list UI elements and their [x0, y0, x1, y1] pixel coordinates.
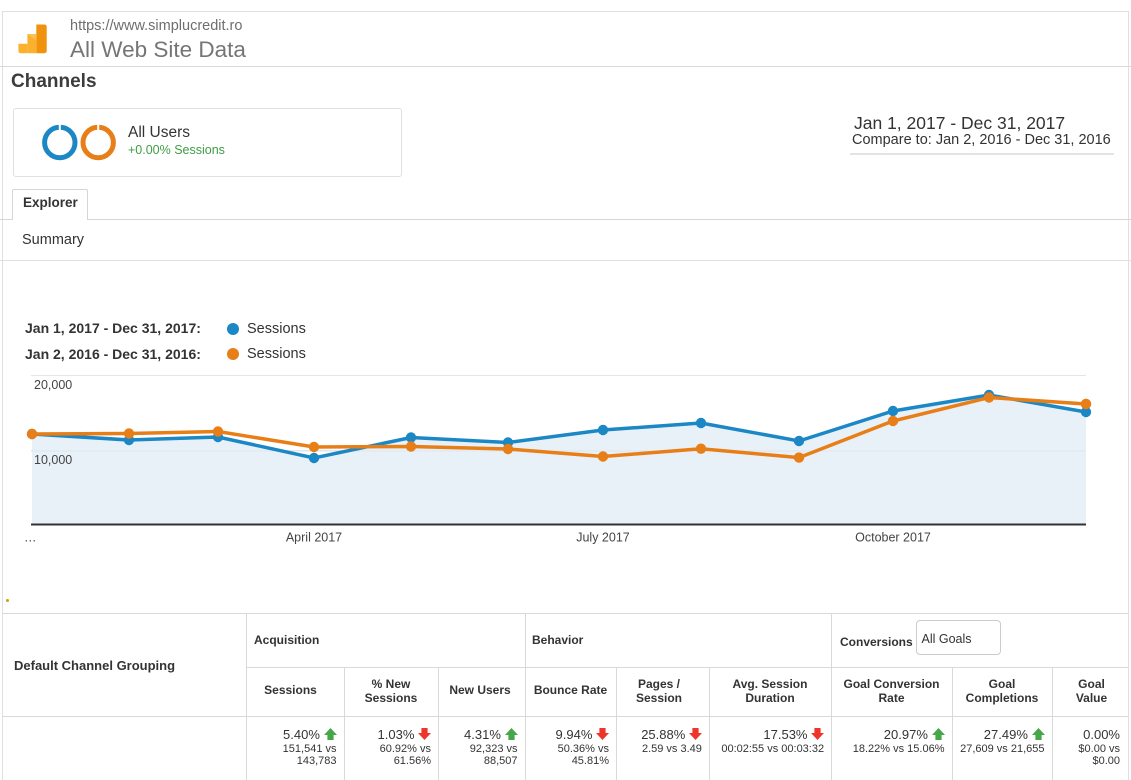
svg-text:July 2017: July 2017 [576, 531, 630, 545]
svg-text:April 2017: April 2017 [286, 531, 342, 545]
svg-text:20,000: 20,000 [34, 378, 72, 392]
svg-text:…: … [24, 531, 37, 545]
svg-text:10,000: 10,000 [34, 453, 72, 467]
svg-text:October 2017: October 2017 [855, 531, 931, 545]
